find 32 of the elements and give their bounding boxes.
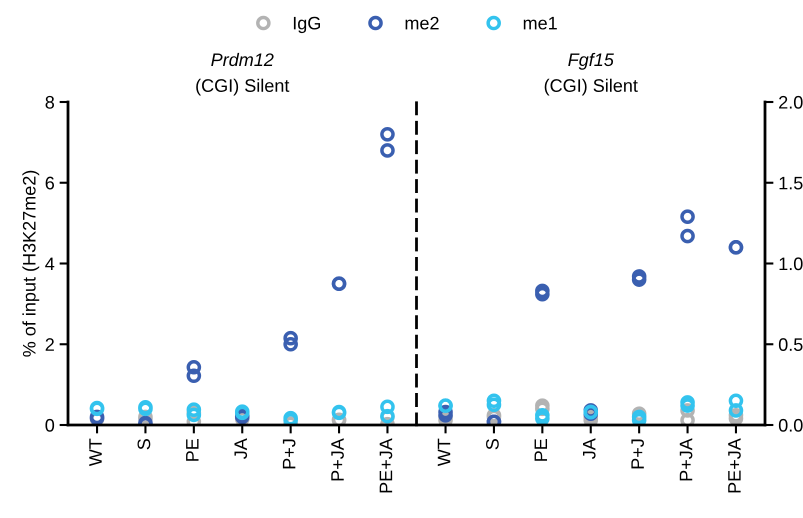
y-tick-label: 0.0 xyxy=(778,418,803,432)
y-tick-label: 1.0 xyxy=(780,257,803,270)
y-axis-title: % of input (H3K27me2) xyxy=(22,170,40,357)
x-tick-label: P+J xyxy=(282,440,296,468)
x-tick-label: WT xyxy=(438,438,450,466)
y-tick-label: 0 xyxy=(45,418,54,432)
chart-title: Fgf15 xyxy=(568,52,614,70)
chart-title: Prdm12 xyxy=(211,52,274,66)
legend-label: me2 xyxy=(406,16,439,30)
x-tick-label: PE xyxy=(534,438,548,461)
x-tick-label: JA xyxy=(234,438,248,459)
y-tick-label: 6 xyxy=(46,176,54,190)
chart-subtitle: (CGI) Silent xyxy=(196,78,290,96)
y-tick-label: 2 xyxy=(46,338,54,351)
y-tick-label: 1.5 xyxy=(780,176,803,190)
x-tick-label: JA xyxy=(582,438,596,459)
y-tick-label: 4 xyxy=(45,258,54,270)
x-tick-label: S xyxy=(486,439,499,450)
x-tick-label: S xyxy=(138,439,150,450)
x-tick-label: PE+JA xyxy=(728,438,741,492)
x-tick-label: WT xyxy=(89,438,102,466)
x-tick-label: P+JA xyxy=(331,438,344,480)
x-tick-label: PE xyxy=(186,438,199,461)
x-tick-label: P+J xyxy=(631,440,644,468)
x-tick-label: PE+JA xyxy=(380,438,392,492)
y-tick-label: 8 xyxy=(46,96,54,109)
legend-label: IgG xyxy=(294,16,320,34)
chart-subtitle: (CGI) Silent xyxy=(544,78,638,96)
y-tick-label: 2.0 xyxy=(779,96,803,109)
x-tick-label: P+JA xyxy=(680,438,692,480)
legend-label: me1 xyxy=(524,16,557,30)
y-tick-label: 0.5 xyxy=(778,338,803,351)
